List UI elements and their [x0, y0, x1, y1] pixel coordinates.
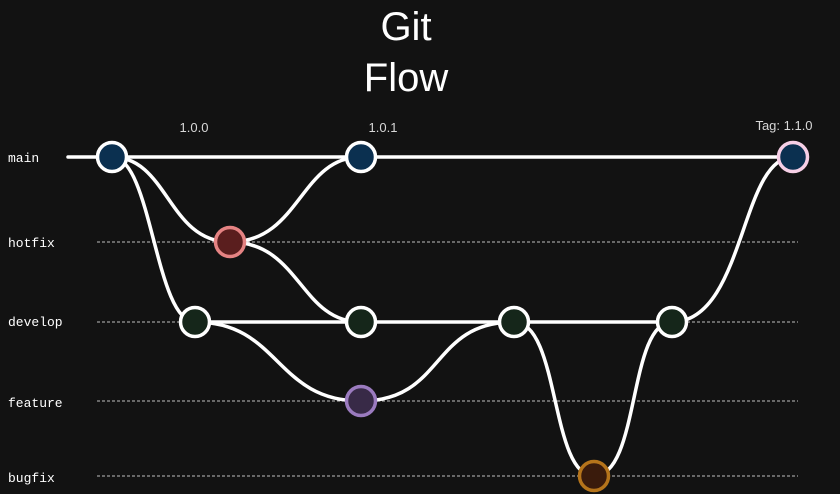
edge-develop-to-main	[670, 155, 795, 324]
edge-hotfix-to-main	[228, 155, 363, 244]
commit-bugfix[interactable]	[577, 459, 611, 493]
commit-feature[interactable]	[344, 384, 378, 418]
tag-label-1-1-0: Tag: 1.1.0	[755, 118, 812, 133]
edge-develop-to-feature	[193, 320, 363, 403]
commit-hotfix[interactable]	[213, 225, 247, 259]
commit-main-release[interactable]	[776, 140, 810, 174]
commit-develop-4[interactable]	[655, 305, 689, 339]
commit-main-1[interactable]	[95, 140, 129, 174]
tag-label-1-0-0: 1.0.0	[180, 120, 209, 135]
edge-bugfix-to-develop	[592, 320, 674, 478]
branch-label-hotfix: hotfix	[8, 236, 55, 251]
commit-develop-3[interactable]	[497, 305, 531, 339]
edge-main-to-hotfix	[110, 155, 232, 244]
commit-develop-1[interactable]	[178, 305, 212, 339]
branch-label-bugfix: bugfix	[8, 471, 55, 486]
commit-main-2[interactable]	[344, 140, 378, 174]
branch-label-feature: feature	[8, 396, 63, 411]
diagram-title-line-2: Flow	[364, 56, 449, 100]
branch-label-develop: develop	[8, 315, 63, 330]
tag-label-1-0-1: 1.0.1	[369, 120, 398, 135]
branch-label-main: main	[8, 151, 39, 166]
commit-develop-2[interactable]	[344, 305, 378, 339]
diagram-title-line-1: Git	[380, 5, 431, 49]
edge-feature-to-develop	[359, 320, 516, 403]
edge-hotfix-to-develop	[228, 240, 363, 324]
edge-develop-to-bugfix	[512, 320, 596, 478]
